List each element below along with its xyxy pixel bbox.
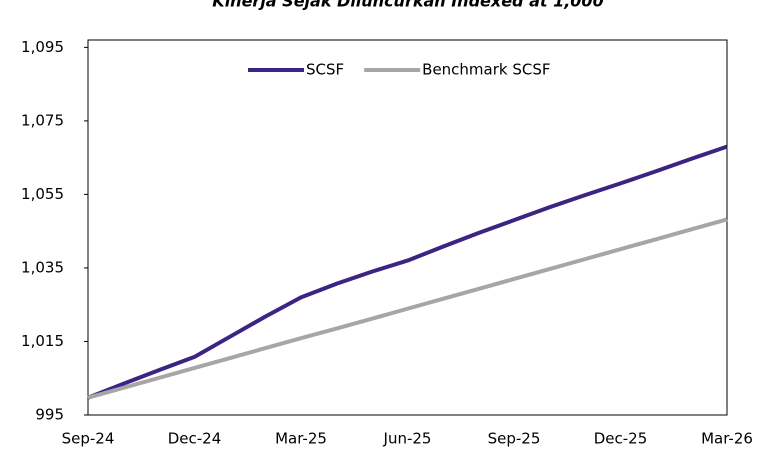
y-tick-label: 1,075 (21, 111, 64, 129)
x-tick-label: Sep-24 (62, 430, 115, 448)
x-tick-label: Dec-25 (594, 430, 648, 448)
x-tick-label: Mar-25 (275, 430, 327, 448)
legend-label: SCSF (306, 61, 344, 79)
x-tick-label: Jun-25 (383, 430, 432, 448)
legend-label: Benchmark SCSF (422, 61, 550, 79)
series-line (87, 144, 728, 400)
series-line (87, 217, 728, 400)
y-tick-label: 1,095 (21, 38, 64, 56)
x-tick-label: Dec-24 (168, 430, 222, 448)
plot-frame (87, 39, 728, 416)
x-tick-label: Mar-26 (701, 430, 753, 448)
y-tick-label: 995 (35, 406, 64, 424)
chart-title: Kinerja Sejak Diluncurkan Indexed at 1,0… (212, 0, 603, 11)
y-tick-label: 1,035 (21, 258, 64, 276)
y-tick-label: 1,015 (21, 332, 64, 350)
x-tick-label: Sep-25 (488, 430, 541, 448)
y-tick-label: 1,055 (21, 185, 64, 203)
